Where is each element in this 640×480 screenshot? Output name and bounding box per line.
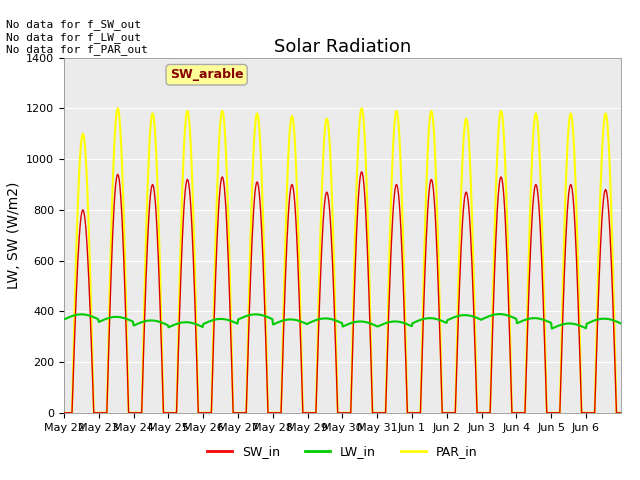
Text: No data for f_SW_out
No data for f_LW_out
No data for f_PAR_out: No data for f_SW_out No data for f_LW_ou… bbox=[6, 19, 148, 55]
Y-axis label: LW, SW (W/m2): LW, SW (W/m2) bbox=[6, 181, 20, 289]
Title: Solar Radiation: Solar Radiation bbox=[274, 38, 411, 56]
Text: SW_arable: SW_arable bbox=[170, 68, 243, 81]
Legend: SW_in, LW_in, PAR_in: SW_in, LW_in, PAR_in bbox=[202, 440, 483, 463]
